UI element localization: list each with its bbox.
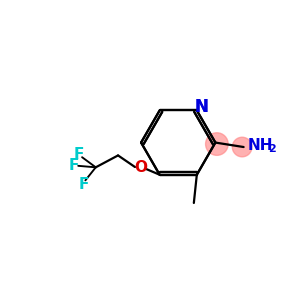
- Text: N: N: [195, 98, 208, 116]
- Circle shape: [232, 137, 252, 157]
- Text: F: F: [79, 177, 89, 192]
- Text: F: F: [73, 147, 84, 162]
- Text: 2: 2: [268, 144, 276, 154]
- Text: N: N: [195, 98, 208, 116]
- Text: O: O: [134, 160, 147, 175]
- Circle shape: [206, 133, 228, 155]
- Text: NH: NH: [247, 138, 273, 153]
- Text: F: F: [68, 158, 79, 173]
